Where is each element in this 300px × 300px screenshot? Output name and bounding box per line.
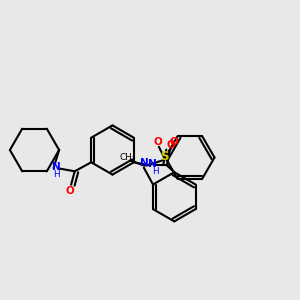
Text: O: O bbox=[153, 136, 162, 147]
Text: H: H bbox=[152, 167, 159, 176]
Text: N: N bbox=[52, 162, 61, 172]
Text: O: O bbox=[169, 136, 178, 147]
Text: O: O bbox=[166, 140, 175, 150]
Text: N: N bbox=[148, 159, 157, 169]
Text: CH₃: CH₃ bbox=[119, 153, 136, 162]
Text: H: H bbox=[53, 170, 60, 179]
Text: O: O bbox=[65, 186, 74, 197]
Text: N: N bbox=[140, 158, 148, 169]
Text: S: S bbox=[160, 150, 169, 164]
